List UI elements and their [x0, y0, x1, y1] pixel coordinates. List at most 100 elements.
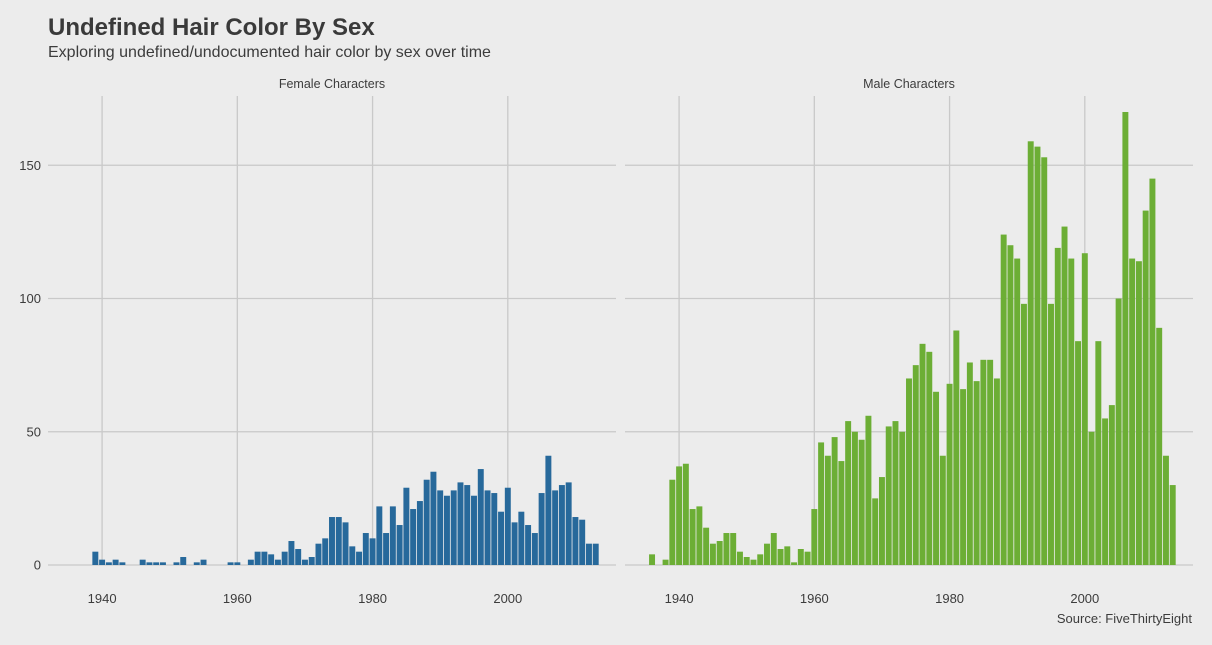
bar: [669, 479, 676, 565]
panel-male-characters: 1940 1960 1980 2000 Male Characters: [625, 77, 1193, 606]
bar: [1054, 247, 1061, 565]
bar: [538, 493, 545, 565]
y-tick-label: 150: [19, 158, 41, 173]
bar: [383, 533, 390, 565]
bar: [926, 351, 933, 565]
bar: [200, 559, 207, 565]
bar: [872, 498, 879, 565]
y-tick-label: 100: [19, 291, 41, 306]
bar: [180, 557, 187, 565]
bar: [268, 554, 275, 565]
bar: [1102, 418, 1109, 565]
bar: [247, 559, 254, 565]
bar: [315, 543, 322, 565]
bar: [919, 343, 926, 565]
bar: [450, 490, 457, 565]
bar: [498, 511, 505, 565]
bar: [525, 525, 532, 565]
bar: [281, 551, 288, 565]
x-tick-label: 1940: [665, 591, 694, 606]
bar: [464, 485, 471, 565]
bar: [308, 557, 315, 565]
bar: [1149, 178, 1156, 566]
bar: [342, 522, 349, 565]
bar: [403, 487, 410, 565]
facet-label: Male Characters: [863, 77, 955, 91]
bar: [105, 562, 112, 565]
bar: [1122, 111, 1129, 566]
x-tick-label: 2000: [1070, 591, 1099, 606]
bar: [716, 541, 723, 565]
bar: [649, 554, 656, 565]
bar: [369, 538, 376, 565]
bar: [234, 562, 241, 565]
bar: [322, 538, 329, 565]
bar: [1068, 258, 1075, 565]
bar: [592, 543, 599, 565]
bar: [193, 562, 200, 565]
bar: [858, 439, 865, 565]
bar: [585, 543, 592, 565]
bar: [349, 546, 356, 565]
bar: [987, 359, 994, 565]
bar: [457, 482, 464, 565]
bar: [1115, 298, 1122, 565]
bar: [288, 541, 295, 565]
bar: [173, 562, 180, 565]
bar: [139, 559, 146, 565]
bar: [295, 549, 302, 565]
bar: [511, 522, 518, 565]
bar: [993, 378, 1000, 565]
bar: [933, 391, 940, 565]
bar: [491, 493, 498, 565]
chart-title: Undefined Hair Color By Sex: [48, 14, 375, 41]
y-tick-label: 50: [27, 424, 41, 439]
bar: [1075, 341, 1082, 565]
bar: [1129, 258, 1136, 565]
bar: [443, 495, 450, 565]
bar: [696, 506, 703, 566]
x-tick-label: 1980: [358, 591, 387, 606]
bar: [838, 461, 845, 565]
bar: [1027, 141, 1034, 566]
bar: [558, 485, 565, 565]
x-tick-label: 1960: [800, 591, 829, 606]
bar: [1048, 303, 1054, 565]
bar: [545, 455, 552, 565]
bar: [92, 551, 99, 565]
bar: [531, 533, 538, 565]
bar: [791, 562, 798, 565]
bar: [1142, 210, 1149, 565]
bar: [818, 442, 825, 565]
bar: [99, 559, 106, 565]
bar: [1020, 303, 1027, 565]
bar: [1000, 234, 1007, 565]
bar: [743, 557, 750, 565]
bar: [430, 471, 437, 565]
bar: [518, 511, 525, 565]
bar: [764, 543, 770, 565]
bar: [1014, 258, 1021, 565]
bar: [939, 455, 946, 565]
bar: [831, 437, 838, 565]
bar: [770, 533, 777, 565]
bar: [980, 359, 987, 565]
bar: [1135, 261, 1142, 565]
bar: [912, 365, 919, 565]
bar: [885, 426, 892, 565]
bar: [389, 506, 396, 566]
bar: [274, 559, 281, 565]
bar: [335, 517, 342, 565]
bar: [477, 469, 484, 565]
bar: [119, 562, 126, 565]
bar: [953, 330, 960, 565]
bar: [865, 415, 872, 565]
bar: [396, 525, 403, 565]
bar: [362, 533, 369, 565]
bar: [1061, 226, 1068, 565]
bar: [376, 506, 383, 566]
bar: [784, 546, 791, 565]
bar: [1169, 485, 1176, 565]
panel-female-characters: 1940 1960 1980 2000 0 50 100 150 Female Characte…: [19, 77, 616, 606]
bar: [410, 509, 417, 565]
